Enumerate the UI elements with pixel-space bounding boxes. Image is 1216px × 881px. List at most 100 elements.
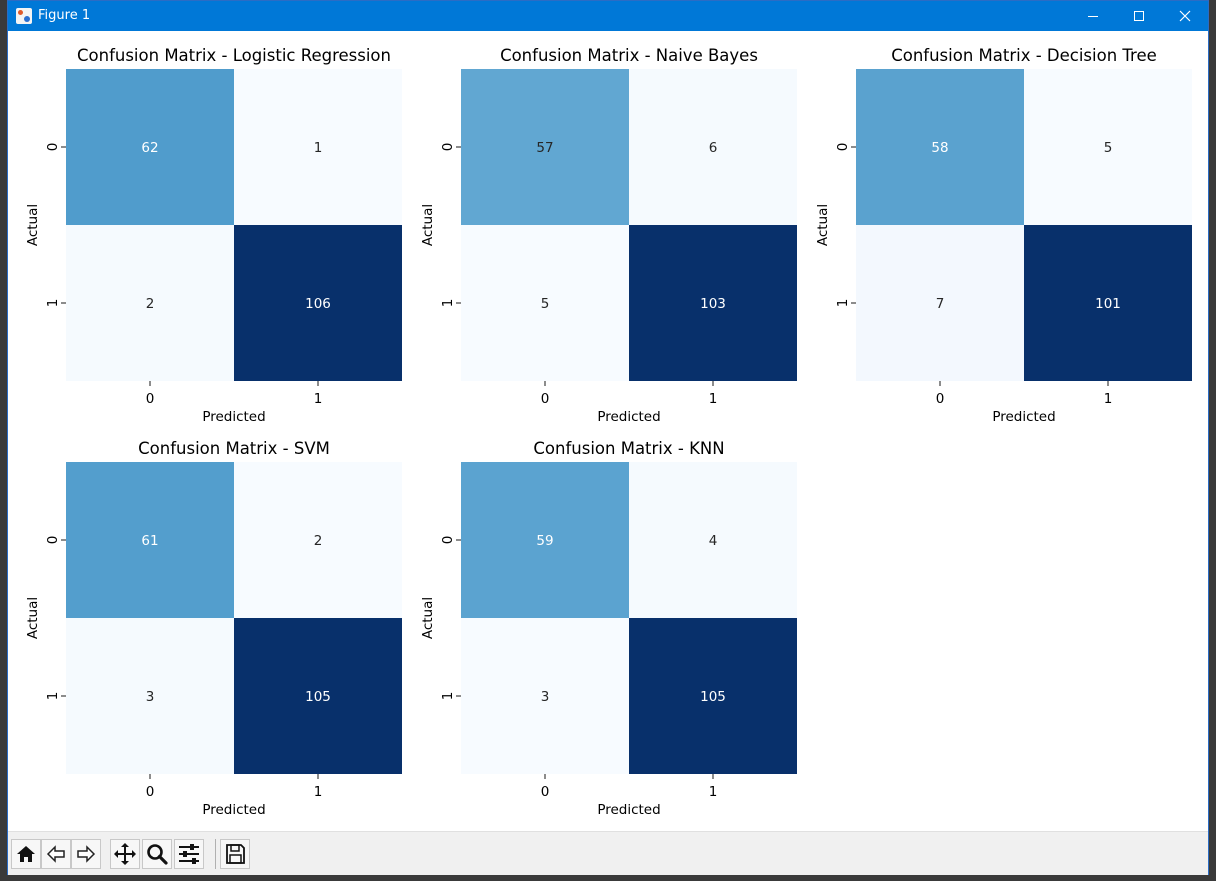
y-axis-label: Actual bbox=[420, 597, 436, 639]
chart-title: Confusion Matrix - KNN bbox=[533, 439, 724, 458]
home-button[interactable] bbox=[11, 839, 41, 869]
y-tick-label: 0 bbox=[440, 143, 456, 152]
chart-title: Confusion Matrix - Naive Bayes bbox=[500, 46, 758, 65]
y-tick-label: 1 bbox=[440, 692, 456, 701]
y-axis-label: Actual bbox=[25, 597, 41, 639]
cell-value-label: 57 bbox=[536, 140, 553, 156]
navigation-toolbar bbox=[8, 831, 1208, 875]
heatmap-cell bbox=[461, 618, 629, 774]
cell-value-label: 105 bbox=[305, 689, 331, 705]
cell-value-label: 61 bbox=[141, 533, 158, 549]
heatmap-cell bbox=[856, 225, 1024, 381]
heatmap-axes: Confusion Matrix - Naive Bayes 57 6 5 103 0 1 0… bbox=[420, 46, 797, 425]
heatmap-cell bbox=[66, 462, 234, 618]
x-tick-label: 0 bbox=[541, 391, 550, 407]
y-tick-label: 0 bbox=[45, 143, 61, 152]
y-tick-label: 0 bbox=[45, 536, 61, 545]
cell-value-label: 5 bbox=[1104, 140, 1113, 156]
forward-button[interactable] bbox=[71, 839, 101, 869]
zoom-button[interactable] bbox=[142, 839, 172, 869]
heatmap-cell bbox=[1024, 225, 1192, 381]
y-tick-label: 1 bbox=[45, 692, 61, 701]
x-axis-label: Predicted bbox=[992, 409, 1055, 425]
cell-value-label: 105 bbox=[700, 689, 726, 705]
cell-value-label: 2 bbox=[146, 296, 155, 312]
cell-value-label: 62 bbox=[141, 140, 158, 156]
x-axis-label: Predicted bbox=[202, 409, 265, 425]
minimize-button[interactable] bbox=[1070, 1, 1116, 31]
x-tick-label: 1 bbox=[709, 391, 718, 407]
home-icon bbox=[17, 846, 35, 862]
cell-value-label: 2 bbox=[314, 533, 323, 549]
cell-value-label: 58 bbox=[931, 140, 948, 156]
back-icon bbox=[46, 845, 65, 863]
x-tick-label: 1 bbox=[1104, 391, 1113, 407]
heatmap-cell bbox=[629, 618, 797, 774]
configure-subplots-button[interactable] bbox=[174, 839, 204, 869]
cell-value-label: 101 bbox=[1095, 296, 1121, 312]
chart-title: Confusion Matrix - Decision Tree bbox=[891, 46, 1157, 65]
heatmap-axes: Confusion Matrix - Logistic Regression 62… bbox=[25, 46, 402, 425]
x-tick-label: 1 bbox=[314, 391, 323, 407]
y-tick-label: 0 bbox=[835, 143, 851, 152]
pan-icon bbox=[114, 843, 136, 865]
heatmap-cell bbox=[66, 618, 234, 774]
y-tick-label: 0 bbox=[440, 536, 456, 545]
x-tick-label: 1 bbox=[314, 784, 323, 800]
heatmap-cell bbox=[629, 225, 797, 381]
cell-value-label: 7 bbox=[936, 296, 945, 312]
heatmap-cell bbox=[66, 225, 234, 381]
maximize-button[interactable] bbox=[1116, 1, 1162, 31]
heatmap-cell bbox=[234, 618, 402, 774]
x-tick-label: 0 bbox=[936, 391, 945, 407]
chart-title: Confusion Matrix - Logistic Regression bbox=[77, 46, 391, 65]
heatmap-cell bbox=[234, 69, 402, 225]
cell-value-label: 3 bbox=[146, 689, 155, 705]
cell-value-label: 3 bbox=[541, 689, 550, 705]
x-axis-label: Predicted bbox=[597, 802, 660, 818]
y-tick-label: 1 bbox=[45, 299, 61, 308]
cell-value-label: 5 bbox=[541, 296, 550, 312]
pan-button[interactable] bbox=[110, 839, 140, 869]
cell-value-label: 1 bbox=[314, 140, 323, 156]
cell-value-label: 103 bbox=[700, 296, 726, 312]
y-tick-label: 1 bbox=[440, 299, 456, 308]
window-title: Figure 1 bbox=[38, 8, 91, 23]
heatmap-cell bbox=[629, 462, 797, 618]
close-icon bbox=[1179, 10, 1191, 22]
back-button[interactable] bbox=[41, 839, 71, 869]
heatmap-cell bbox=[461, 225, 629, 381]
title-bar[interactable]: Figure 1 bbox=[8, 1, 1208, 31]
figure-svg: Confusion Matrix - Logistic Regression62… bbox=[25, 46, 1192, 818]
x-axis-label: Predicted bbox=[597, 409, 660, 425]
x-axis-label: Predicted bbox=[202, 802, 265, 818]
minimize-icon bbox=[1088, 16, 1098, 17]
y-axis-label: Actual bbox=[25, 204, 41, 246]
figure-window: Figure 1 Confusion Matrix - Logistic Reg… bbox=[7, 0, 1209, 875]
heatmap-cell bbox=[461, 69, 629, 225]
heatmap-cell bbox=[1024, 69, 1192, 225]
heatmap-cell bbox=[856, 69, 1024, 225]
zoom-icon bbox=[147, 844, 168, 865]
heatmap-cell bbox=[66, 69, 234, 225]
x-tick-label: 1 bbox=[709, 784, 718, 800]
y-axis-label: Actual bbox=[420, 204, 436, 246]
heatmap-cell bbox=[234, 225, 402, 381]
cell-value-label: 106 bbox=[305, 296, 331, 312]
heatmap-axes: Confusion Matrix - KNN 59 4 3 105 0 1 0 1 Predict… bbox=[420, 439, 797, 818]
maximize-icon bbox=[1134, 11, 1144, 21]
heatmap-cell bbox=[461, 462, 629, 618]
heatmap-axes: Confusion Matrix - SVM 61 2 3 105 0 1 0 1 Predict… bbox=[25, 439, 402, 818]
heatmap-cell bbox=[234, 462, 402, 618]
figure-canvas[interactable]: Confusion Matrix - Logistic Regression 62… bbox=[8, 31, 1208, 831]
save-button[interactable] bbox=[220, 839, 250, 869]
cell-value-label: 6 bbox=[709, 140, 718, 156]
y-axis-label: Actual bbox=[815, 204, 831, 246]
close-button[interactable] bbox=[1162, 1, 1208, 31]
chart-title: Confusion Matrix - SVM bbox=[138, 439, 330, 458]
heatmap-cell bbox=[629, 69, 797, 225]
save-icon bbox=[226, 844, 245, 864]
toolbar-separator bbox=[215, 839, 216, 869]
matplotlib-app-icon bbox=[16, 8, 32, 24]
